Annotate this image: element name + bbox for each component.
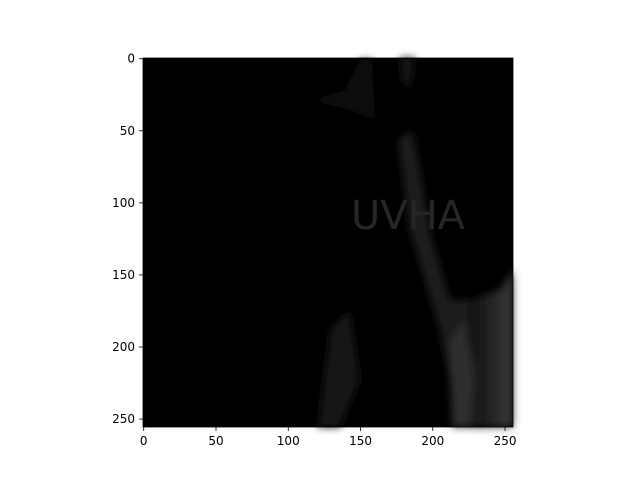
x-tick-label: 100: [277, 434, 300, 448]
image-text: UVHA: [351, 193, 466, 239]
y-tick-label: 250: [112, 412, 135, 426]
y-tick-label: 0: [127, 52, 135, 66]
y-tick-label: 50: [120, 124, 135, 138]
image-content: [310, 58, 513, 427]
y-tick-label: 200: [112, 340, 135, 354]
x-tick-label: 150: [349, 434, 372, 448]
y-tick-label: 150: [112, 268, 135, 282]
x-tick-label: 200: [421, 434, 444, 448]
x-tick-label: 0: [140, 434, 148, 448]
x-tick-label: 250: [494, 434, 517, 448]
image-area: UVHA: [142, 57, 514, 428]
y-tick-label: 100: [112, 196, 135, 210]
x-tick-label: 50: [208, 434, 223, 448]
axes-frame: [142, 57, 514, 428]
